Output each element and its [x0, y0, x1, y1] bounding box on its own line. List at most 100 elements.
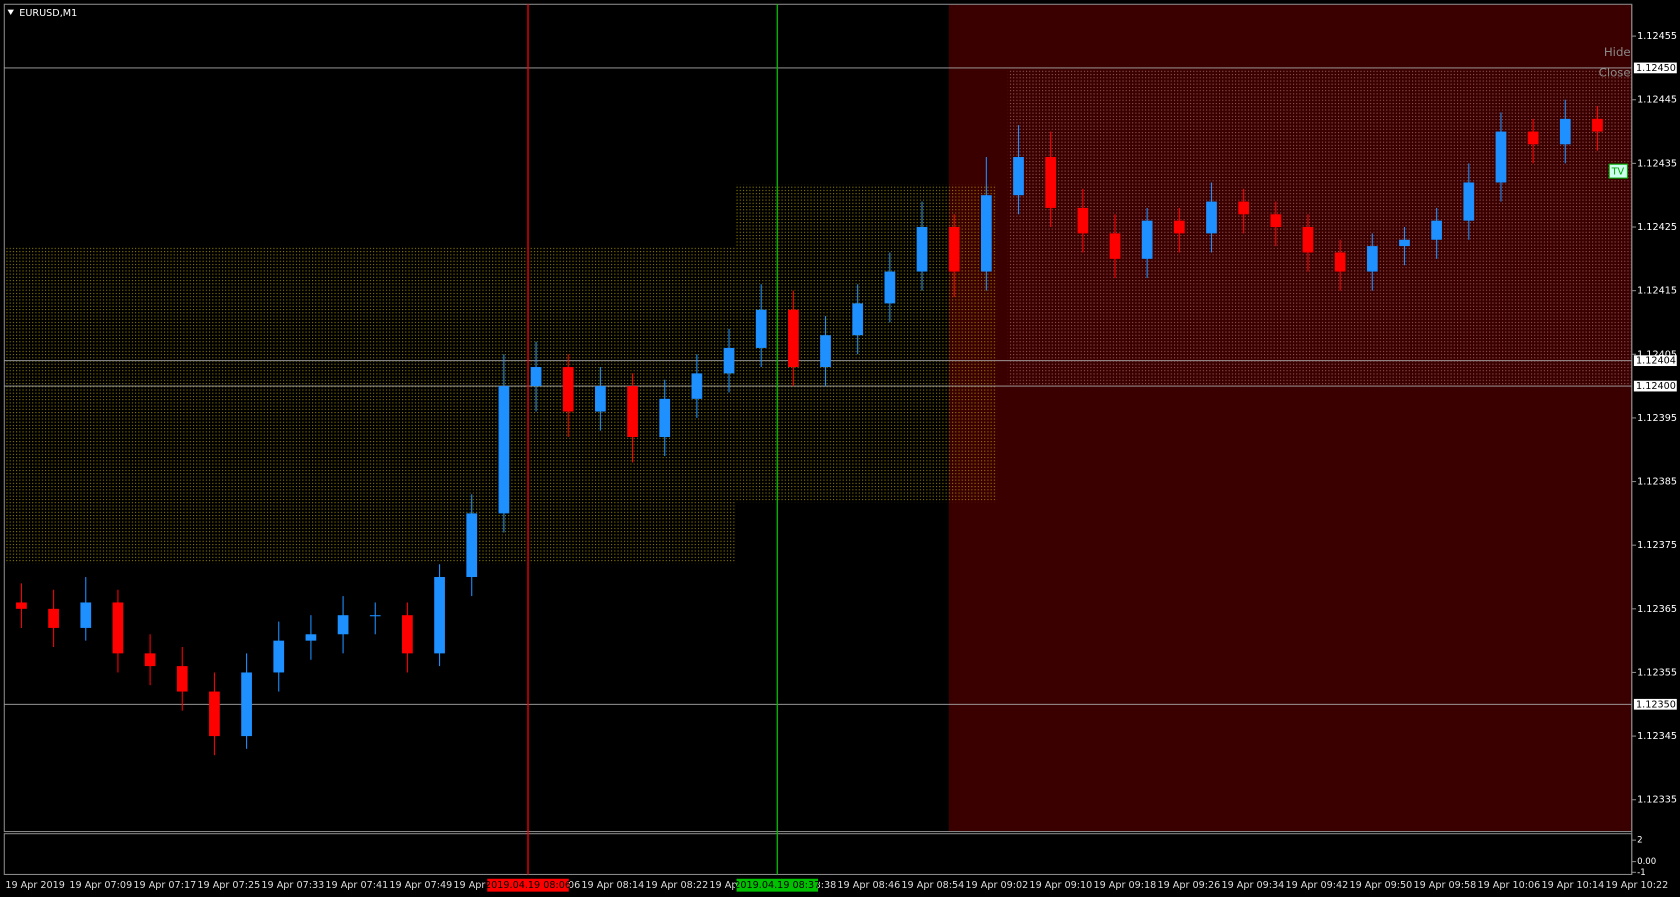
x-tick-label: 19 Apr 10:06: [1477, 880, 1540, 891]
zone: [1007, 69, 1632, 387]
x-tick-label: 19 Apr 09:10: [1029, 880, 1092, 891]
level-label: 1.12404: [1636, 356, 1676, 367]
candle-body: [402, 615, 413, 654]
sub-tick-label: 2: [1637, 836, 1642, 846]
candle-body: [788, 309, 799, 368]
x-tick-label: 19 Apr 09:26: [1157, 880, 1220, 891]
marker-box: [736, 878, 819, 892]
candle-body: [1495, 131, 1507, 183]
candle-body: [562, 367, 574, 412]
x-tick-label: 19 Apr 07:17: [133, 880, 196, 891]
close-button[interactable]: Close: [1599, 65, 1631, 79]
candle-body: [691, 373, 703, 399]
x-tick-label: 19 Apr 08:14: [581, 880, 644, 891]
candle-body: [209, 691, 220, 737]
level-label: 1.12450: [1636, 63, 1676, 74]
candle-body: [948, 227, 960, 272]
menu-arrow[interactable]: [7, 9, 14, 16]
candle-body: [305, 634, 317, 641]
y-tick-label: 1.12415: [1637, 286, 1677, 297]
candle-body: [1077, 207, 1089, 234]
x-tick-label: 19 Apr 09:42: [1285, 880, 1348, 891]
candle-body: [1463, 182, 1475, 221]
candle-body: [80, 602, 92, 628]
x-tick-label: 19 Apr 10:22: [1605, 880, 1668, 891]
y-tick-label: 1.12395: [1637, 413, 1677, 424]
candle-body: [112, 602, 124, 654]
zone: [4, 246, 736, 564]
badge-box[interactable]: [1608, 163, 1629, 179]
candle-body: [1109, 233, 1121, 259]
x-tick-label: 19 Apr 09:02: [965, 880, 1028, 891]
candle-body: [1270, 214, 1282, 228]
sub-tick-label: -1: [1637, 868, 1646, 878]
candle-body: [1334, 252, 1346, 272]
candle-body: [1399, 239, 1410, 247]
candle-body: [980, 195, 992, 272]
x-tick-label: 19 Apr 07:25: [197, 880, 260, 891]
candle-body: [1141, 220, 1153, 259]
x-tick-label: 19 Apr 07:49: [389, 880, 452, 891]
y-tick-label: 1.12385: [1637, 477, 1677, 488]
y-tick-label: 1.12405: [1637, 349, 1677, 360]
x-tick-label: 19 Apr 10:14: [1541, 880, 1604, 891]
x-tick-label: 19 Apr 07:33: [261, 880, 324, 891]
candle-body: [241, 672, 252, 737]
badge[interactable]: TV: [1611, 167, 1625, 178]
marker-label: 2019.04.19 08:06: [485, 880, 571, 891]
candle-body: [176, 666, 188, 692]
y-tick-label: 1.12435: [1637, 158, 1677, 169]
candle-body: [434, 577, 445, 654]
y-tick-label: 1.12375: [1637, 540, 1677, 551]
x-tick-label: 19 Apr 07:09: [69, 880, 132, 891]
candle-body: [1366, 246, 1378, 272]
level-box: [1633, 62, 1677, 74]
x-tick-label: 19 Apr 09:58: [1413, 880, 1476, 891]
candle-body: [595, 386, 606, 412]
x-tick-label: 19 Apr 09:18: [1093, 880, 1156, 891]
candle-body: [659, 398, 671, 438]
chart-title: EURUSD,M1: [19, 8, 77, 19]
y-tick-label: 1.12345: [1637, 731, 1677, 742]
candle-body: [1592, 118, 1603, 132]
candle-body: [916, 227, 928, 272]
x-tick-label: 19 Apr 07:41: [325, 880, 388, 891]
candle-body: [755, 309, 767, 348]
candle-body: [369, 615, 381, 617]
level-label: 1.12400: [1636, 381, 1676, 392]
x-tick-label: 19 Apr 08:54: [901, 880, 964, 891]
y-tick-label: 1.12335: [1637, 795, 1677, 806]
candle-body: [1206, 201, 1217, 234]
x-tick-label: 19 Apr 08:22: [645, 880, 708, 891]
candle-body: [852, 303, 864, 336]
x-tick-label: 19 Apr 09:34: [1221, 880, 1284, 891]
candle-body: [466, 513, 478, 578]
candle-body: [1302, 227, 1314, 253]
y-tick-label: 1.12455: [1637, 31, 1677, 42]
level-box: [1633, 698, 1677, 710]
candle-body: [337, 615, 349, 635]
candle-body: [1559, 118, 1571, 145]
candle-body: [1013, 157, 1024, 196]
y-tick-label: 1.12365: [1637, 604, 1677, 615]
level-box: [1633, 355, 1677, 367]
candle-body: [273, 640, 285, 673]
y-tick-label: 1.12355: [1637, 667, 1677, 678]
candle-body: [530, 367, 542, 387]
candle-body: [627, 386, 638, 438]
x-tick-label: 19 Apr 09:50: [1349, 880, 1412, 891]
marker-label: 2019.04.19 08:37: [734, 880, 820, 891]
x-tick-label: 19 Apr 2019: [5, 880, 65, 891]
candle-body: [498, 386, 510, 514]
candle-body: [16, 602, 27, 609]
candle-body: [1173, 220, 1185, 234]
candle-body: [1045, 157, 1057, 208]
candle-body: [48, 608, 59, 628]
x-tick-label: 19 Apr 08:46: [837, 880, 900, 891]
candle-body: [884, 271, 896, 304]
candle-body: [1527, 131, 1539, 145]
hide-button[interactable]: Hide: [1604, 45, 1631, 59]
candle-body: [1238, 201, 1250, 215]
sub-tick-label: 0.00: [1637, 857, 1656, 867]
